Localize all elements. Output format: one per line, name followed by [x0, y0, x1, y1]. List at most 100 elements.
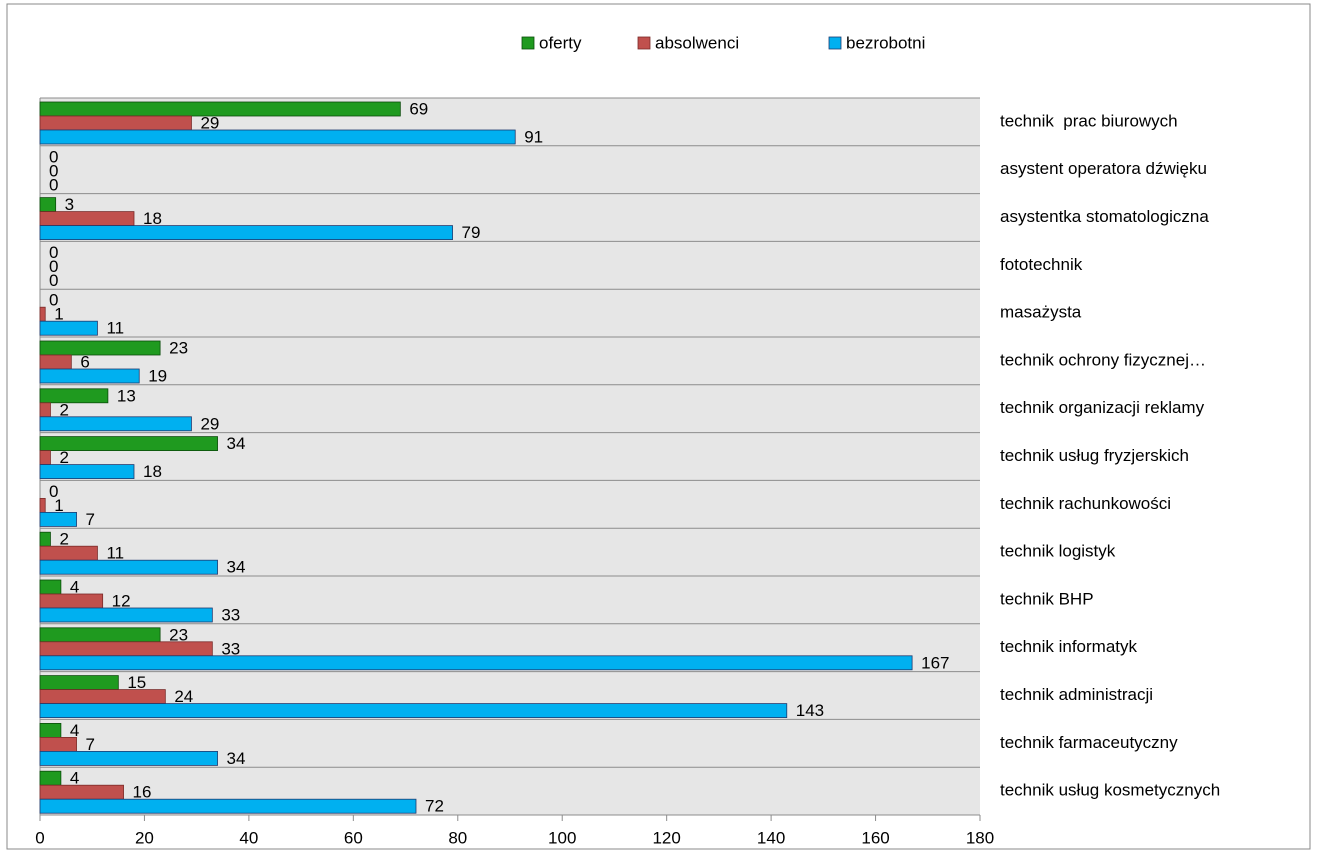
bar [39, 798, 417, 814]
bar [39, 197, 57, 213]
value-label: 69 [409, 99, 428, 118]
x-tick-label: 180 [966, 828, 994, 847]
bar [39, 464, 135, 480]
x-tick-label: 100 [548, 828, 576, 847]
category-label: technik farmaceutyczny [1000, 733, 1178, 752]
value-label: 2 [59, 530, 68, 549]
value-label: 7 [86, 735, 95, 754]
category-label: technik usług kosmetycznych [1000, 781, 1220, 800]
bar [39, 531, 51, 547]
bar [39, 368, 140, 384]
bar [39, 641, 213, 657]
value-label: 6 [80, 352, 89, 371]
value-label: 2 [59, 400, 68, 419]
value-label: 79 [462, 223, 481, 242]
value-label: 0 [49, 147, 58, 166]
value-label: 11 [106, 544, 124, 563]
value-label: 0 [49, 175, 58, 194]
value-label: 33 [221, 605, 240, 624]
bar [39, 607, 213, 623]
bar [39, 703, 788, 718]
value-label: 4 [70, 769, 79, 788]
bar [39, 627, 161, 643]
value-label: 0 [49, 243, 58, 262]
bar [39, 545, 98, 561]
category-label: technik informatyk [1000, 637, 1137, 656]
bar [39, 655, 913, 671]
category-label: technik logistyk [1000, 542, 1116, 561]
x-tick-label: 0 [35, 828, 44, 847]
x-tick-label: 40 [239, 828, 258, 847]
legend-label: absolwenci [655, 33, 739, 52]
x-tick-label: 160 [861, 828, 889, 847]
bar [39, 689, 166, 704]
value-label: 33 [221, 639, 240, 658]
plot-area [40, 98, 980, 815]
bar [39, 675, 119, 690]
x-tick-label: 120 [652, 828, 680, 847]
bar [39, 723, 62, 738]
value-label: 91 [524, 127, 543, 146]
category-label: technik BHP [1000, 589, 1094, 608]
category-label: technik rachunkowości [1000, 494, 1171, 513]
value-label: 34 [227, 434, 246, 453]
bar [39, 559, 218, 575]
category-label: technik prac biurowych [1000, 111, 1178, 130]
value-label: 7 [86, 510, 95, 529]
bar [39, 129, 516, 145]
category-label: technik organizacji reklamy [1000, 398, 1205, 417]
value-label: 29 [200, 113, 219, 132]
value-label: 0 [49, 161, 58, 180]
category-label: fototechnik [1000, 255, 1083, 274]
legend-swatch [521, 36, 535, 50]
bar [39, 115, 192, 131]
bar [39, 211, 135, 227]
category-label: technik administracji [1000, 685, 1153, 704]
x-tick-label: 60 [344, 828, 363, 847]
bar [39, 436, 218, 452]
value-label: 34 [227, 558, 246, 577]
category-label: technik usług fryzjerskich [1000, 446, 1189, 465]
value-label: 0 [49, 482, 58, 501]
value-label: 13 [117, 386, 136, 405]
category-label: asystentka stomatologiczna [1000, 207, 1209, 226]
category-label: masażysta [1000, 303, 1082, 322]
value-label: 167 [921, 653, 949, 672]
category-label: asystent operatora dźwięku [1000, 159, 1207, 178]
bar [39, 579, 62, 595]
bar [39, 416, 192, 432]
value-label: 24 [174, 687, 193, 706]
x-tick-label: 140 [757, 828, 785, 847]
category-label: technik ochrony fizycznej… [1000, 350, 1206, 369]
x-tick-label: 80 [448, 828, 467, 847]
value-label: 15 [127, 673, 146, 692]
value-label: 12 [112, 591, 131, 610]
value-label: 1 [54, 305, 63, 324]
value-label: 4 [70, 577, 79, 596]
value-label: 18 [143, 462, 162, 481]
bar [39, 225, 453, 241]
value-label: 19 [148, 366, 167, 385]
legend-label: bezrobotni [846, 33, 925, 52]
bar [39, 784, 124, 800]
value-label: 1 [54, 496, 63, 515]
bar [39, 770, 62, 786]
x-tick-label: 20 [135, 828, 154, 847]
value-label: 34 [227, 749, 246, 768]
bar [39, 512, 77, 527]
value-label: 18 [143, 209, 162, 228]
bar [39, 306, 46, 322]
bar [39, 593, 104, 609]
value-label: 29 [200, 414, 219, 433]
bar [39, 320, 98, 336]
bar [39, 751, 218, 766]
value-label: 23 [169, 625, 188, 644]
bar [39, 340, 161, 356]
legend-label: oferty [539, 33, 582, 52]
value-label: 3 [65, 195, 74, 214]
legend-swatch [637, 36, 651, 50]
bar [39, 450, 51, 466]
bar [39, 354, 72, 370]
value-label: 0 [49, 257, 58, 276]
